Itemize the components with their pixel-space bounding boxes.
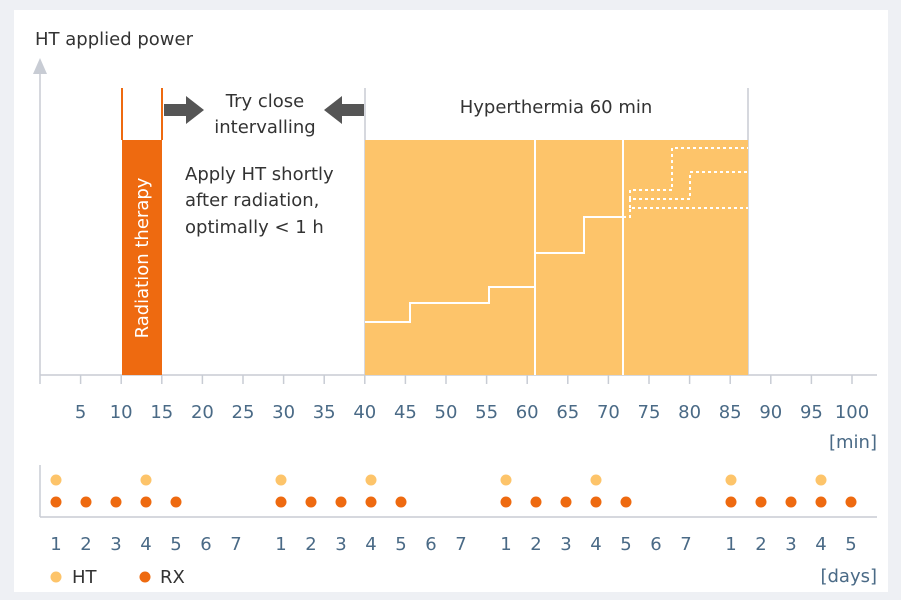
y-arrow xyxy=(33,58,47,74)
day-label: 5 xyxy=(620,534,631,555)
rx-dot xyxy=(500,496,512,508)
rx-dot xyxy=(560,496,572,508)
day-label: 3 xyxy=(785,534,796,555)
x-tick-label: 50 xyxy=(435,402,458,423)
day-label: 4 xyxy=(815,534,826,555)
ht-dot xyxy=(815,474,827,486)
rx-dot xyxy=(395,496,407,508)
rx-dot xyxy=(305,496,317,508)
day-label: 5 xyxy=(845,534,856,555)
x-tick-label: 45 xyxy=(394,402,417,423)
title: HT applied power xyxy=(35,29,194,50)
rx-dot xyxy=(140,496,152,508)
rx-dot xyxy=(530,496,542,508)
ht-dot xyxy=(500,474,512,486)
x-tick-label: 100 xyxy=(835,402,869,423)
day-label: 4 xyxy=(590,534,601,555)
rx-dot xyxy=(845,496,857,508)
apply-label: optimally < 1 h xyxy=(185,217,324,238)
rx-dot xyxy=(590,496,602,508)
x-tick-label: 25 xyxy=(232,402,255,423)
day-label: 2 xyxy=(755,534,766,555)
day-label: 1 xyxy=(275,534,286,555)
x-tick-label: 80 xyxy=(678,402,701,423)
day-label: 2 xyxy=(305,534,316,555)
ht-dot xyxy=(275,474,287,486)
ht-dot xyxy=(365,474,377,486)
day-label: 7 xyxy=(230,534,241,555)
apply-label: after radiation, xyxy=(185,190,319,211)
x-tick-label: 40 xyxy=(353,402,376,423)
ht-label: Hyperthermia 60 min xyxy=(460,97,653,118)
x-tick-label: 20 xyxy=(191,402,214,423)
x-tick-label: 60 xyxy=(516,402,539,423)
interval-label: intervalling xyxy=(214,117,315,138)
radiation-bar xyxy=(122,140,162,375)
day-label: 2 xyxy=(80,534,91,555)
rx-dot xyxy=(170,496,182,508)
x-tick-label: 5 xyxy=(75,402,86,423)
ht-dot xyxy=(590,474,602,486)
day-label: 6 xyxy=(425,534,436,555)
day-label: 5 xyxy=(395,534,406,555)
rx-dot xyxy=(755,496,767,508)
arrow-left xyxy=(324,96,364,124)
day-label: 7 xyxy=(680,534,691,555)
x-unit: [min] xyxy=(829,432,877,453)
x-tick-label: 95 xyxy=(800,402,823,423)
day-label: 4 xyxy=(365,534,376,555)
x-tick-label: 35 xyxy=(313,402,336,423)
rx-dot xyxy=(620,496,632,508)
rx-dot xyxy=(785,496,797,508)
arrow-right xyxy=(164,96,204,124)
day-label: 1 xyxy=(50,534,61,555)
power-step xyxy=(365,216,623,323)
power-options xyxy=(623,147,748,218)
day-label: 7 xyxy=(455,534,466,555)
rx-dot xyxy=(335,496,347,508)
days-unit: [days] xyxy=(820,566,877,587)
day-label: 4 xyxy=(140,534,151,555)
day-label: 1 xyxy=(500,534,511,555)
ht-dot xyxy=(140,474,152,486)
day-label: 6 xyxy=(650,534,661,555)
x-tick-label: 85 xyxy=(719,402,742,423)
legend-label: RX xyxy=(160,567,185,588)
day-label: 3 xyxy=(110,534,121,555)
x-tick-label: 65 xyxy=(556,402,579,423)
interval-label: Try close xyxy=(225,91,305,112)
day-label: 3 xyxy=(560,534,571,555)
x-tick-label: 10 xyxy=(110,402,133,423)
apply-label: Apply HT shortly xyxy=(185,164,334,185)
day-label: 2 xyxy=(530,534,541,555)
x-tick-label: 90 xyxy=(759,402,782,423)
rx-dot xyxy=(275,496,287,508)
rx-dot xyxy=(50,496,62,508)
rx-dot xyxy=(725,496,737,508)
day-label: 1 xyxy=(725,534,736,555)
day-label: 5 xyxy=(170,534,181,555)
radiation-label: Radiation therapy xyxy=(132,177,153,338)
x-tick-label: 55 xyxy=(475,402,498,423)
rx-dot xyxy=(365,496,377,508)
x-tick-label: 75 xyxy=(638,402,661,423)
legend-dot xyxy=(50,571,62,583)
ht-dot xyxy=(50,474,62,486)
legend-label: HT xyxy=(72,567,98,588)
x-tick-label: 15 xyxy=(150,402,173,423)
day-label: 6 xyxy=(200,534,211,555)
rx-dot xyxy=(815,496,827,508)
ht-block xyxy=(365,140,748,375)
radiation-outline xyxy=(121,88,163,140)
ht-dot xyxy=(725,474,737,486)
rx-dot xyxy=(110,496,122,508)
day-label: 3 xyxy=(335,534,346,555)
legend-dot xyxy=(139,571,151,583)
rx-dot xyxy=(80,496,92,508)
x-tick-label: 70 xyxy=(597,402,620,423)
x-tick-label: 30 xyxy=(272,402,295,423)
